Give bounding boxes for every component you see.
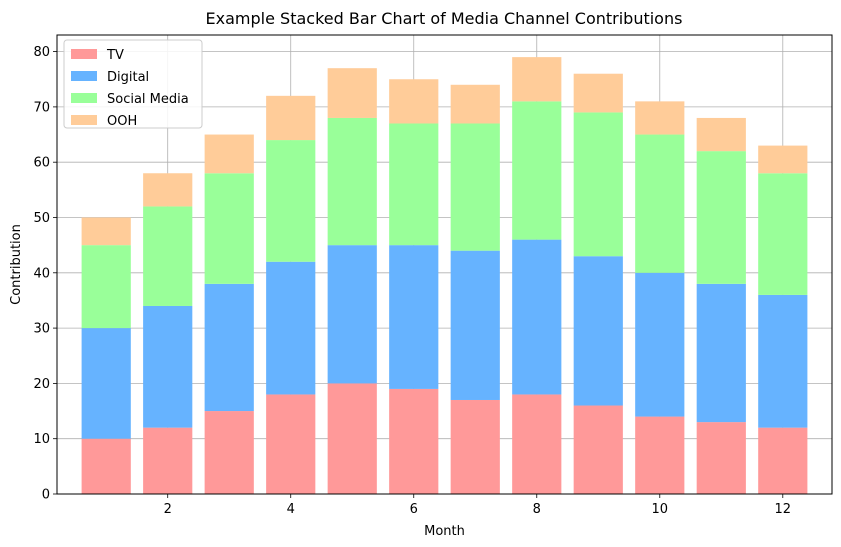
y-tick-label: 10	[33, 432, 50, 447]
legend-label: TV	[106, 48, 124, 63]
y-tick-label: 40	[33, 266, 50, 281]
bar-segment	[204, 283, 254, 412]
bar-segment	[327, 245, 377, 384]
y-tick-label: 20	[33, 377, 50, 392]
bar-segment	[512, 57, 562, 102]
bar-segment	[327, 117, 377, 246]
legend-swatch	[71, 49, 97, 59]
x-tick-label: 12	[775, 502, 792, 517]
legend-swatch	[71, 93, 97, 103]
bar-segment	[266, 95, 316, 141]
bar-segment	[327, 68, 377, 118]
ticks-layer: 0 10 20 30 40 50 60 70 80 2 4 6 8 10 12	[33, 45, 791, 517]
bar-segment	[81, 217, 131, 246]
bar-segment	[512, 239, 562, 395]
x-tick-label: 8	[533, 502, 541, 517]
y-tick-label: 80	[33, 45, 50, 60]
bar-segment	[143, 305, 193, 428]
bar-segment	[81, 328, 131, 439]
legend: TV Digital Social Media OOH	[63, 39, 203, 129]
bar-segment	[696, 422, 746, 494]
y-tick-label: 60	[33, 156, 50, 171]
bar-segment	[450, 250, 500, 400]
bar-segment	[389, 245, 439, 389]
bar-segment	[143, 173, 193, 207]
x-axis-label: Month	[424, 524, 465, 539]
bar-segment	[266, 394, 316, 494]
y-tick-label: 30	[33, 322, 50, 337]
bar-segment	[758, 427, 808, 494]
bar-segment	[450, 84, 500, 124]
bar-segment	[266, 261, 316, 395]
chart-title: Example Stacked Bar Chart of Media Chann…	[206, 9, 683, 28]
x-tick-label: 4	[287, 502, 295, 517]
y-axis-label: Contribution	[9, 224, 24, 305]
bar-segment	[389, 79, 439, 124]
bar-segment	[204, 134, 254, 174]
bar-segment	[143, 427, 193, 494]
bar-segment	[635, 416, 685, 494]
bar-segment	[635, 134, 685, 273]
x-tick-label: 10	[652, 502, 669, 517]
bar-segment	[573, 112, 623, 257]
bar-segment	[389, 388, 439, 494]
bar-segment	[266, 140, 316, 262]
x-tick-label: 2	[164, 502, 172, 517]
bar-segment	[696, 283, 746, 423]
bar-segment	[758, 145, 808, 174]
bar-segment	[758, 294, 808, 428]
bar-segment	[512, 101, 562, 240]
bar-segment	[327, 383, 377, 494]
bar-segment	[512, 394, 562, 494]
x-tick-label: 6	[410, 502, 418, 517]
bar-segment	[204, 173, 254, 284]
bar-segment	[573, 256, 623, 406]
bar-segment	[81, 245, 131, 329]
bar-segment	[635, 272, 685, 417]
legend-swatch	[71, 115, 97, 125]
bar-segment	[573, 405, 623, 494]
y-tick-label: 70	[33, 100, 50, 115]
bar-segment	[450, 399, 500, 494]
legend-swatch	[71, 71, 97, 81]
bar-segment	[81, 438, 131, 494]
plot-frame	[56, 34, 833, 495]
legend-label: Social Media	[107, 92, 189, 107]
bars-layer	[81, 57, 808, 494]
y-tick-label: 0	[42, 488, 50, 503]
bar-segment	[389, 123, 439, 246]
bar-segment	[696, 151, 746, 284]
bar-segment	[635, 101, 685, 135]
bar-segment	[758, 173, 808, 295]
legend-label: Digital	[107, 70, 149, 85]
bar-segment	[696, 117, 746, 152]
y-tick-label: 50	[33, 211, 50, 226]
bar-segment	[573, 73, 623, 113]
bar-segment	[204, 411, 254, 494]
bar-segment	[143, 206, 193, 306]
legend-label: OOH	[107, 114, 137, 129]
bar-segment	[450, 123, 500, 251]
legend-box	[63, 39, 203, 129]
